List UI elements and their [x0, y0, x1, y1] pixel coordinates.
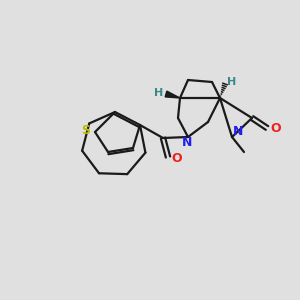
Text: O: O [270, 122, 280, 134]
Text: H: H [227, 77, 236, 87]
Text: H: H [154, 88, 163, 98]
Polygon shape [165, 91, 180, 98]
Text: N: N [182, 136, 192, 149]
Text: O: O [171, 152, 181, 164]
Text: S: S [82, 124, 91, 137]
Text: N: N [233, 125, 243, 138]
